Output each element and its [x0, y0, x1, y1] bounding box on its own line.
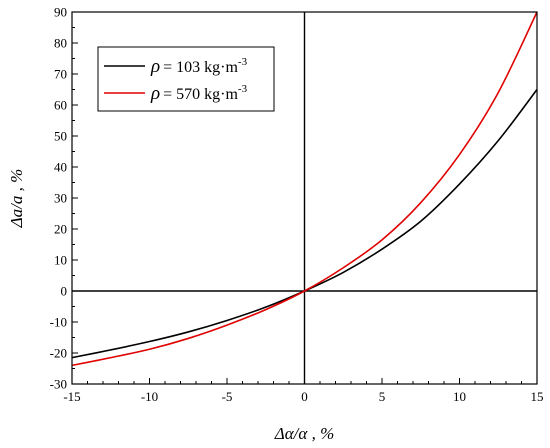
- legend-exponent: -3: [238, 83, 248, 95]
- y-axis-label: Δa/a , %: [7, 169, 26, 229]
- x-tick-label: -10: [141, 389, 158, 404]
- axes: -15 -10 -5 0 5 10 15 -30 -20 -10 0 10 20 30 40 50 60 70 80…: [7, 5, 544, 444]
- legend: ρ = 103 kg·m-3ρ = 570 kg·m-3: [97, 46, 275, 112]
- y-tick-label: -30: [50, 377, 67, 392]
- legend-text: = 570 kg·m: [163, 86, 238, 103]
- y-tick-label: 60: [54, 98, 67, 113]
- series-line-2: [71, 11, 538, 367]
- y-tick-label: 90: [54, 5, 67, 20]
- legend-symbol: ρ: [150, 83, 160, 104]
- legend-symbol: ρ: [150, 56, 160, 77]
- y-tick-label: 10: [54, 253, 67, 268]
- x-tick-label: 0: [301, 389, 308, 404]
- y-tick-label: 50: [54, 129, 67, 144]
- y-tick-label: 70: [54, 67, 67, 82]
- x-tick-label: -5: [222, 389, 233, 404]
- x-tick-label: 10: [453, 389, 466, 404]
- y-tick-label: 80: [54, 36, 67, 51]
- y-tick-label: 40: [54, 160, 67, 175]
- legend-text: = 103 kg·m: [163, 59, 238, 76]
- y-tick-label: -20: [50, 346, 67, 361]
- y-tick-label: 20: [54, 222, 67, 237]
- legend-label-2: ρ = 570 kg·m-3: [150, 83, 248, 104]
- x-tick-label: -15: [63, 389, 80, 404]
- legend-exponent: -3: [238, 56, 248, 68]
- legend-box: [97, 46, 275, 112]
- legend-label-1: ρ = 103 kg·m-3: [150, 56, 248, 77]
- x-tick-label: 5: [379, 389, 386, 404]
- y-tick-label: -10: [50, 315, 67, 330]
- plot-area: [71, 11, 538, 384]
- y-tick-label: 0: [61, 284, 68, 299]
- y-tick-label: 30: [54, 191, 67, 206]
- x-tick-label: 15: [531, 389, 544, 404]
- x-axis-label: Δα/α , %: [274, 424, 334, 443]
